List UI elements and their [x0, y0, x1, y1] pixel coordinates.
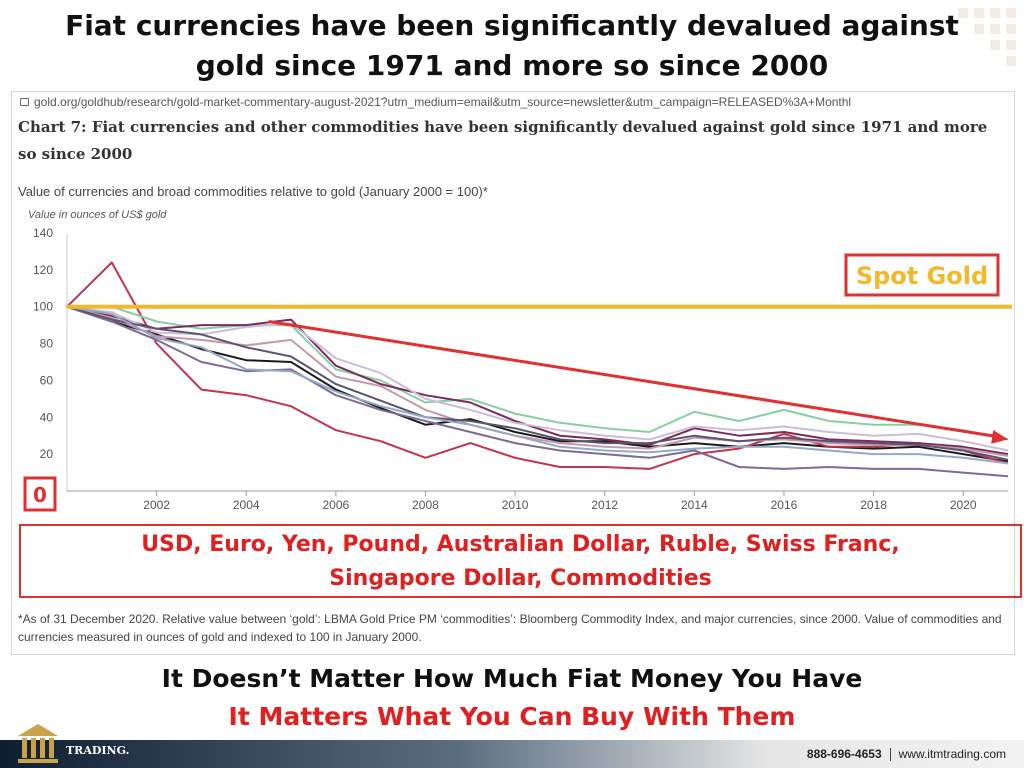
logo-name: ITM [62, 714, 121, 743]
series-line-7 [66, 305, 1009, 457]
website-link[interactable]: www.itmtrading.com [898, 747, 1006, 761]
x-tick-label: 2020 [950, 498, 977, 512]
separator [889, 748, 891, 762]
x-tick-label: 2004 [233, 498, 260, 512]
url-text: gold.org/goldhub/research/gold-market-co… [34, 95, 852, 109]
logo-subtitle: TRADING. [66, 744, 130, 757]
chart-screenshot-panel: gold.org/goldhub/research/gold-market-co… [11, 91, 1022, 655]
x-tick-label: 2006 [323, 498, 350, 512]
currencies-callout: USD, Euro, Yen, Pound, Australian Dollar… [19, 524, 1022, 598]
slide-headline: Fiat currencies have been significantly … [0, 6, 1024, 86]
tagline-1: It Doesn’t Matter How Much Fiat Money Yo… [161, 664, 863, 693]
phone-number[interactable]: 888-696-4653 [806, 747, 882, 761]
x-tick-label: 2012 [591, 498, 618, 512]
itm-logo-icon [18, 724, 58, 763]
series-line-4 [66, 305, 1009, 456]
headline-line-1: Fiat currencies have been significantly … [65, 9, 959, 42]
series-line-3 [67, 305, 1009, 441]
spot-gold-label-box [844, 253, 1000, 297]
series-line-2 [66, 261, 1009, 470]
x-tick-label: 2008 [412, 498, 439, 512]
x-tick-label: 2016 [771, 498, 798, 512]
y-axis-label: Value in ounces of US$ gold [28, 209, 167, 221]
contact-info: 888-696-4653 www.itmtrading.com [806, 747, 1006, 762]
y-tick-label: 120 [33, 263, 53, 277]
x-tick-label: 2014 [681, 498, 708, 512]
x-tick-label: 2002 [143, 498, 170, 512]
y-tick-label: 40 [40, 410, 54, 424]
spot-gold-label: Spot Gold [856, 262, 988, 290]
y-tick-label: 100 [33, 300, 53, 314]
series-line-6 [66, 305, 1009, 452]
tagline-2: It Matters What You Can Buy With Them [228, 702, 796, 731]
decorative-pattern [958, 8, 1016, 66]
currencies-line-2: Singapore Dollar, Commodities [329, 566, 712, 591]
x-tick-label: 2018 [860, 498, 887, 512]
currencies-line-1: USD, Euro, Yen, Pound, Australian Dollar… [141, 532, 900, 557]
chart-title: Chart 7: Fiat currencies and other commo… [18, 118, 988, 163]
footer-bar [0, 740, 1024, 768]
zero-label-box [23, 476, 57, 512]
footnote: *As of 31 December 2020. Relative value … [18, 612, 1002, 644]
y-tick-label: 140 [33, 226, 53, 240]
y-tick-label: 80 [40, 337, 54, 351]
series-line-1 [66, 305, 1009, 463]
x-tick-label: 2010 [502, 498, 529, 512]
series-line-9 [66, 305, 1009, 465]
headline-line-2: gold since 1971 and more so since 2000 [195, 49, 829, 82]
series-line-5 [66, 305, 1009, 478]
y-tick-label: 60 [40, 373, 54, 387]
browser-url-bar[interactable]: gold.org/goldhub/research/gold-market-co… [20, 95, 1010, 109]
zero-label: 0 [33, 483, 47, 507]
lock-icon [20, 98, 29, 106]
trend-arrow-head [991, 429, 1008, 444]
line-chart: 20 40 60 80 100 120 140 2002 2004 2006 2008 2010 201… [23, 226, 1012, 512]
series-line-8 [66, 305, 1009, 461]
y-tick-label: 20 [40, 447, 54, 461]
chart-subtitle: Value of currencies and broad commoditie… [18, 184, 488, 199]
trend-arrow-line [268, 319, 997, 438]
